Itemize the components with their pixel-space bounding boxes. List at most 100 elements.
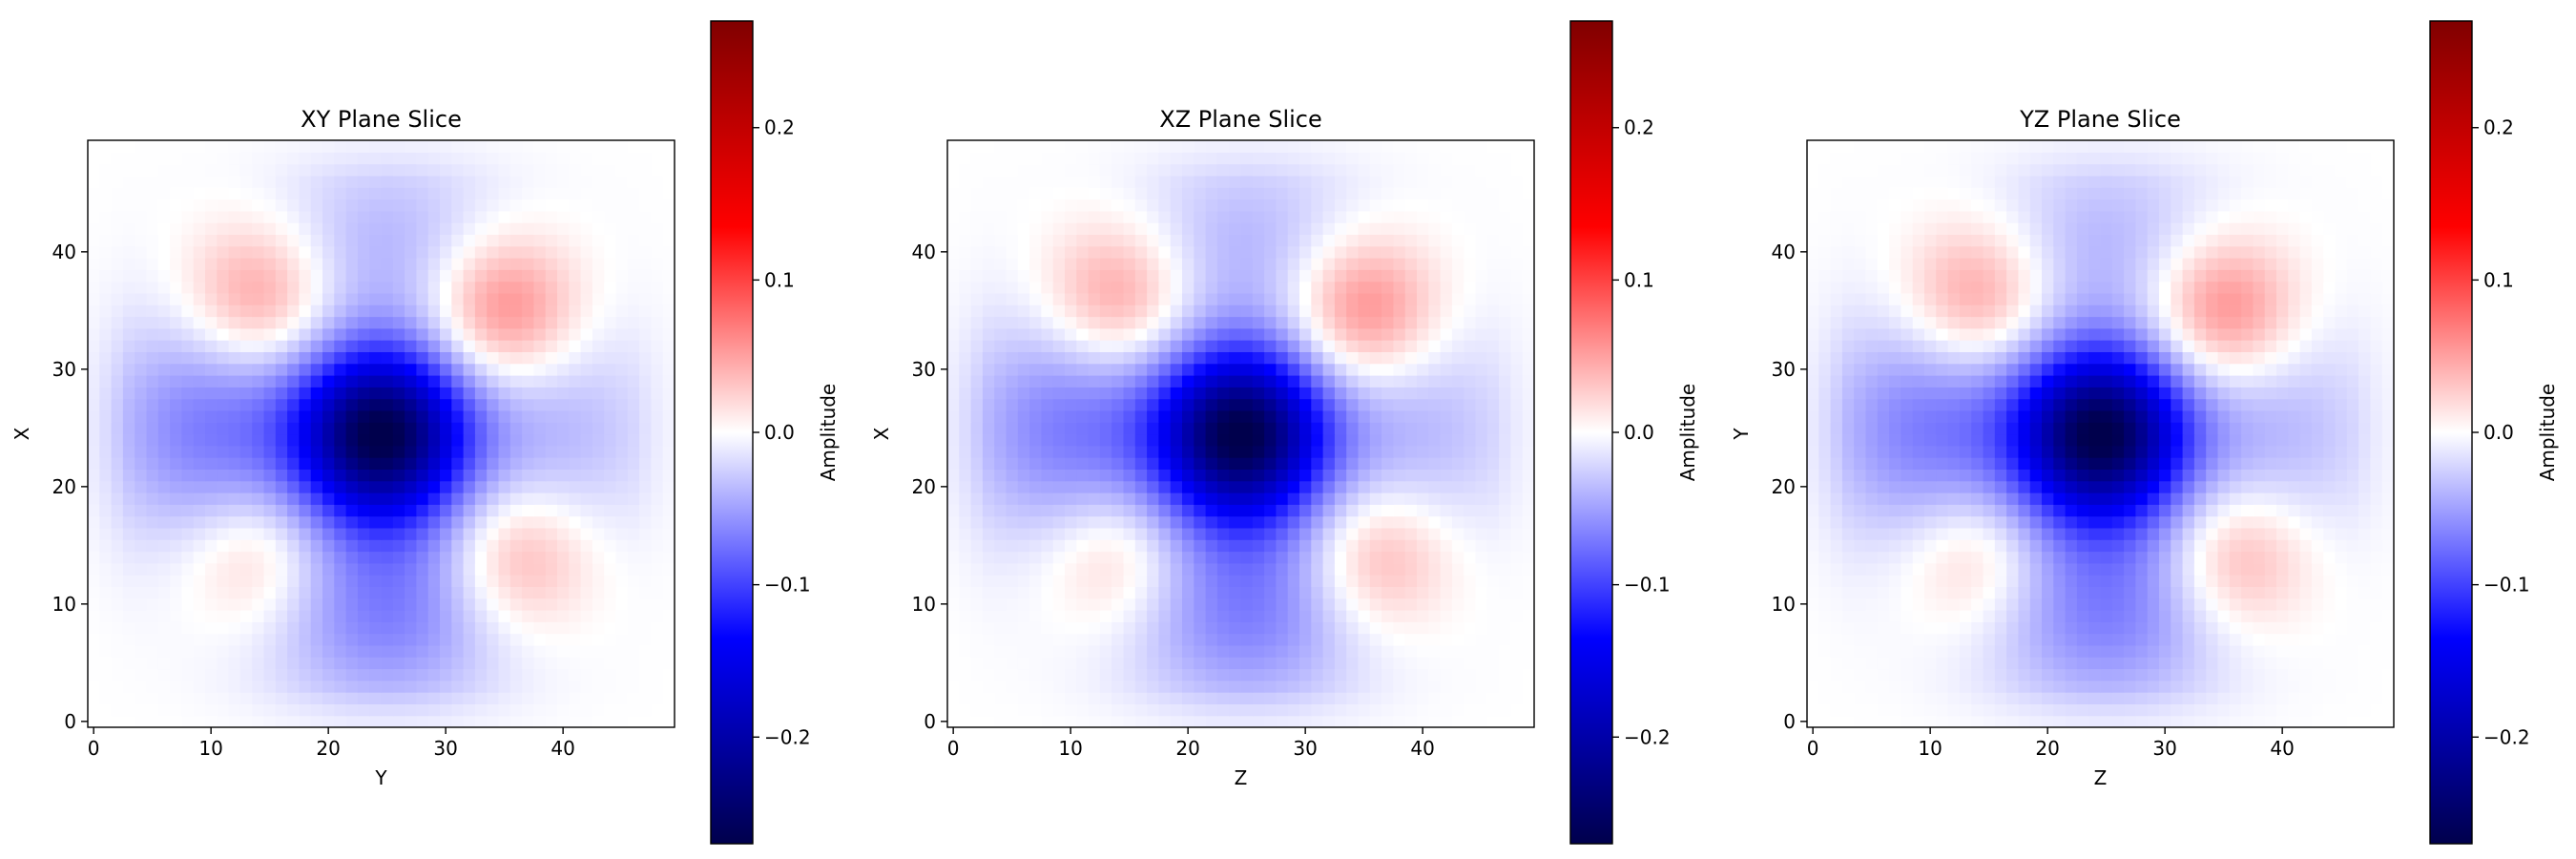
heatmap-cell bbox=[181, 621, 195, 635]
heatmap-cell bbox=[1029, 269, 1042, 283]
heatmap-cell bbox=[509, 422, 523, 435]
heatmap-cell bbox=[440, 327, 452, 341]
heatmap-cell bbox=[947, 363, 960, 376]
heatmap-cell bbox=[1229, 680, 1242, 693]
heatmap-cell bbox=[345, 492, 359, 505]
heatmap-cell bbox=[1369, 515, 1382, 529]
heatmap-cell bbox=[1287, 597, 1300, 611]
heatmap-cell bbox=[1099, 199, 1112, 212]
heatmap-cell bbox=[1440, 597, 1453, 611]
heatmap-cell bbox=[604, 492, 617, 505]
heatmap-cell bbox=[228, 222, 241, 235]
heatmap-cell bbox=[1393, 199, 1406, 212]
heatmap-cell bbox=[1276, 292, 1289, 305]
heatmap-cell bbox=[1499, 562, 1511, 576]
heatmap-cell bbox=[1182, 409, 1195, 423]
heatmap-cell bbox=[228, 152, 241, 165]
heatmap-cell bbox=[1111, 469, 1125, 482]
heatmap-cell bbox=[345, 387, 359, 400]
heatmap-cell bbox=[122, 304, 135, 318]
heatmap-cell bbox=[99, 363, 113, 376]
heatmap-cell bbox=[1123, 469, 1136, 482]
heatmap-cell bbox=[498, 703, 511, 717]
heatmap-cell bbox=[146, 610, 159, 622]
heatmap-cell bbox=[122, 152, 135, 165]
heatmap-cell bbox=[615, 492, 629, 505]
heatmap-cell bbox=[334, 187, 347, 200]
heatmap-cell bbox=[545, 340, 558, 352]
heatmap-cell bbox=[947, 187, 960, 200]
heatmap-cell bbox=[310, 562, 323, 576]
heatmap-cell bbox=[498, 597, 511, 611]
heatmap-cell bbox=[1522, 657, 1535, 670]
heatmap-cell bbox=[122, 692, 135, 704]
heatmap-cell bbox=[1346, 492, 1360, 505]
heatmap-cell bbox=[569, 433, 582, 447]
heatmap-cell bbox=[1464, 457, 1477, 470]
heatmap-cell bbox=[498, 433, 511, 447]
heatmap-cell bbox=[1311, 234, 1324, 247]
heatmap-cell bbox=[275, 152, 288, 165]
heatmap-cell bbox=[239, 480, 253, 493]
heatmap-cell bbox=[299, 210, 312, 223]
heatmap-cell bbox=[122, 586, 135, 599]
heatmap-cell bbox=[662, 562, 675, 576]
heatmap-cell bbox=[381, 551, 394, 564]
heatmap-cell bbox=[1299, 621, 1312, 635]
heatmap-cell bbox=[1499, 668, 1511, 681]
heatmap-cell bbox=[1322, 340, 1336, 352]
heatmap-cell bbox=[1099, 258, 1112, 270]
heatmap-cell bbox=[392, 621, 405, 635]
heatmap-cell bbox=[947, 480, 960, 493]
heatmap-cell bbox=[381, 398, 394, 411]
heatmap-cell bbox=[99, 551, 113, 564]
heatmap-cell bbox=[1393, 680, 1406, 693]
heatmap-cell bbox=[1194, 422, 1207, 435]
heatmap-cell bbox=[88, 258, 100, 270]
heatmap-cell bbox=[146, 152, 159, 165]
heatmap-cell bbox=[627, 175, 640, 188]
heatmap-cell bbox=[1123, 269, 1136, 283]
heatmap-cell bbox=[1287, 398, 1300, 411]
heatmap-cell bbox=[193, 586, 206, 599]
heatmap-cell bbox=[1299, 199, 1312, 212]
heatmap-cell bbox=[1111, 621, 1125, 635]
heatmap-cell bbox=[970, 492, 984, 505]
heatmap-cell bbox=[1381, 199, 1394, 212]
heatmap-cell bbox=[1499, 492, 1511, 505]
heatmap-cell bbox=[1017, 163, 1030, 177]
heatmap-cells bbox=[88, 140, 675, 728]
heatmap-cell bbox=[1499, 210, 1511, 223]
heatmap-cell bbox=[959, 258, 972, 270]
heatmap-cell bbox=[662, 644, 675, 658]
heatmap-cell bbox=[369, 621, 383, 635]
heatmap-cell bbox=[557, 398, 570, 411]
heatmap-cell bbox=[205, 152, 218, 165]
heatmap-cell bbox=[122, 621, 135, 635]
heatmap-cell bbox=[1170, 269, 1183, 283]
heatmap-cell bbox=[487, 715, 500, 728]
heatmap-cell bbox=[205, 469, 218, 482]
heatmap-cell bbox=[487, 187, 500, 200]
heatmap-cell bbox=[487, 351, 500, 365]
heatmap-cell bbox=[545, 258, 558, 270]
heatmap-cell bbox=[135, 269, 148, 283]
heatmap-cell bbox=[533, 363, 547, 376]
heatmap-cell bbox=[557, 504, 570, 517]
heatmap-cell bbox=[263, 175, 277, 188]
heatmap-cell bbox=[275, 398, 288, 411]
heatmap-cell bbox=[533, 316, 547, 329]
heatmap-cell bbox=[1475, 292, 1488, 305]
heatmap-cell bbox=[1417, 539, 1429, 553]
heatmap-cell bbox=[1510, 210, 1524, 223]
heatmap-cell bbox=[1147, 715, 1159, 728]
heatmap-cell bbox=[369, 633, 383, 646]
heatmap-cell bbox=[239, 292, 253, 305]
heatmap-cell bbox=[1299, 375, 1312, 388]
heatmap-cell bbox=[651, 575, 664, 587]
heatmap-cell bbox=[1358, 445, 1371, 458]
heatmap-cell bbox=[1194, 492, 1207, 505]
heatmap-cell bbox=[522, 327, 534, 341]
heatmap-cell bbox=[662, 715, 675, 728]
heatmap-cell bbox=[1486, 199, 1500, 212]
